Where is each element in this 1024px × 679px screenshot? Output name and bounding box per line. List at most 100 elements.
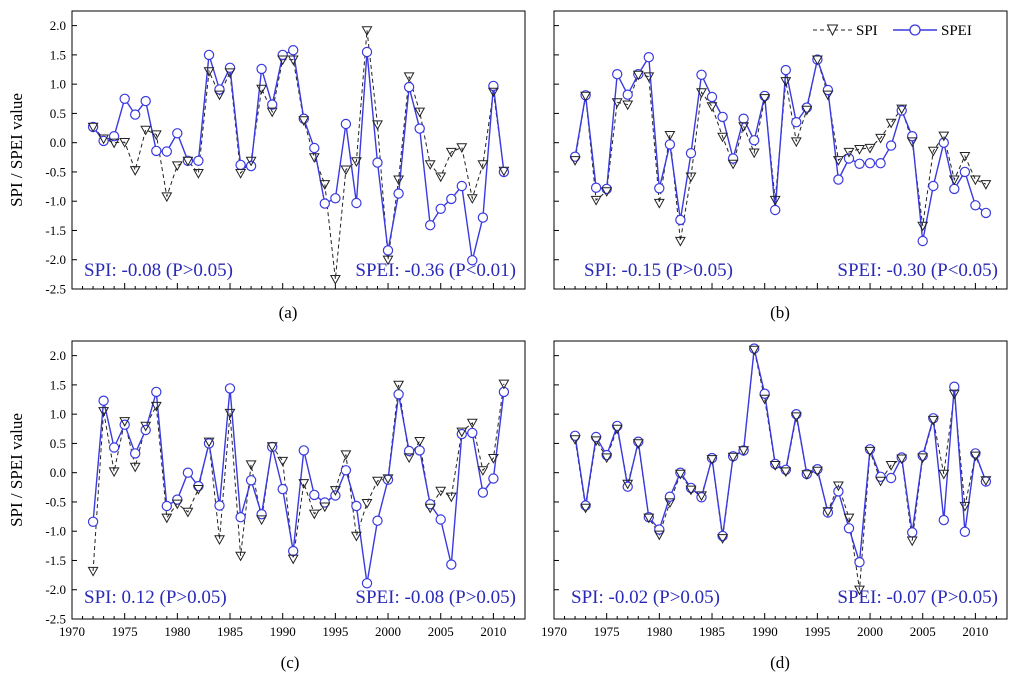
spi-point bbox=[171, 499, 183, 510]
spei-point bbox=[351, 197, 362, 209]
panel-b-ticks bbox=[553, 25, 1008, 290]
spei-point bbox=[161, 146, 172, 157]
spei-point bbox=[372, 515, 383, 526]
spi-point bbox=[487, 454, 499, 464]
spi-point bbox=[98, 407, 110, 417]
spi-point bbox=[140, 125, 152, 136]
spi-point bbox=[622, 100, 634, 111]
spi-point bbox=[948, 389, 960, 400]
spei-point bbox=[833, 486, 844, 497]
spei-point bbox=[801, 102, 813, 113]
spei-point bbox=[87, 516, 99, 528]
spi-point bbox=[780, 77, 792, 87]
spi-point bbox=[256, 84, 268, 95]
spei-point bbox=[372, 157, 383, 168]
spei-point bbox=[696, 69, 707, 81]
spei-point bbox=[612, 420, 623, 432]
spi-point bbox=[832, 156, 844, 166]
spi-point bbox=[696, 88, 707, 99]
spi-point bbox=[601, 187, 613, 197]
x-tick-label: 2010 bbox=[962, 624, 988, 639]
x-tick-label: 2005 bbox=[910, 624, 936, 639]
spi-point bbox=[403, 453, 415, 464]
spi-point bbox=[811, 55, 823, 66]
spei-point bbox=[361, 578, 373, 589]
spi-point bbox=[875, 476, 887, 487]
y-tick-label: 2.0 bbox=[50, 18, 66, 33]
spei-point bbox=[675, 214, 686, 226]
spei-point bbox=[277, 483, 288, 495]
spi-point bbox=[643, 513, 655, 524]
spi-point bbox=[150, 130, 162, 141]
spi-point bbox=[843, 513, 855, 524]
spi-point bbox=[161, 513, 173, 524]
panel-d-spei-stat: SPEI: -0.07 (P>0.05) bbox=[837, 587, 998, 608]
spi-point bbox=[108, 138, 120, 149]
spi-point bbox=[664, 498, 676, 509]
spi-point bbox=[622, 479, 634, 490]
spi-point bbox=[435, 486, 447, 497]
x-tick-label: 1985 bbox=[699, 624, 725, 639]
spei-point bbox=[717, 530, 728, 542]
spi-point bbox=[706, 455, 718, 465]
spi-point bbox=[340, 165, 352, 176]
spi-point bbox=[643, 72, 655, 83]
spi-point bbox=[632, 70, 644, 81]
panel-b-tag: (b) bbox=[770, 303, 790, 322]
spei-point bbox=[467, 427, 478, 439]
spei-point bbox=[140, 95, 151, 107]
spei-point bbox=[214, 500, 225, 511]
spi-point bbox=[403, 72, 415, 83]
spi-point bbox=[780, 467, 792, 478]
spi-point bbox=[938, 131, 950, 142]
spei-series-line bbox=[92, 388, 505, 584]
spi-point bbox=[980, 180, 992, 190]
spei-point bbox=[843, 523, 855, 534]
spi-point bbox=[590, 195, 602, 206]
spi-point bbox=[927, 146, 939, 157]
spei-point bbox=[875, 157, 886, 169]
spei-point bbox=[151, 386, 162, 398]
spi-point bbox=[748, 345, 760, 356]
y-tick-label: 0.5 bbox=[50, 106, 66, 121]
spi-point bbox=[959, 152, 971, 162]
spi-point bbox=[87, 566, 99, 577]
spei-point bbox=[643, 52, 655, 63]
spi-point bbox=[822, 507, 834, 517]
spi-point bbox=[580, 503, 592, 514]
x-tick-label: 1985 bbox=[217, 624, 243, 639]
spi-point bbox=[864, 143, 876, 154]
panel-d: 1970 1975 1980 1985 1990 1995 2000 2005 2010 SPI… bbox=[541, 340, 1008, 672]
x-tick-label: 2000 bbox=[857, 624, 883, 639]
spi-point bbox=[632, 439, 644, 450]
spei-point bbox=[477, 212, 489, 223]
spi-point bbox=[969, 451, 981, 462]
spei-point bbox=[319, 198, 330, 209]
spei-point bbox=[288, 45, 299, 56]
spi-point bbox=[832, 481, 844, 492]
spei-point bbox=[959, 526, 971, 538]
panel-c-ticks: -2.5 -2.0 -1.5 -1.0 -0.5 0.0 0.5 1.0 1.5 2.0 1970 1… bbox=[45, 348, 526, 639]
spei-point bbox=[749, 135, 760, 146]
y-tick-label: -2.0 bbox=[45, 252, 66, 267]
spi-point bbox=[864, 446, 876, 457]
legend-spi-label: SPI bbox=[856, 23, 878, 39]
x-tick-label: 1970 bbox=[541, 624, 567, 639]
spi-point bbox=[224, 68, 236, 79]
spei-point bbox=[277, 49, 288, 61]
y-tick-label: -0.5 bbox=[45, 164, 66, 179]
spi-point bbox=[685, 172, 697, 183]
spi-point bbox=[738, 446, 750, 457]
spi-point bbox=[266, 442, 278, 452]
spei-point bbox=[351, 500, 362, 512]
x-tick-label: 1995 bbox=[322, 624, 348, 639]
x-tick-label: 1975 bbox=[112, 624, 138, 639]
spi-point bbox=[350, 157, 362, 168]
panel-c-spei-stat: SPEI: -0.08 (P>0.05) bbox=[355, 587, 516, 608]
spi-point bbox=[161, 192, 173, 203]
spei-point bbox=[425, 219, 436, 231]
spei-point bbox=[214, 84, 225, 95]
spei-point bbox=[949, 381, 960, 392]
spei-point bbox=[759, 388, 770, 399]
